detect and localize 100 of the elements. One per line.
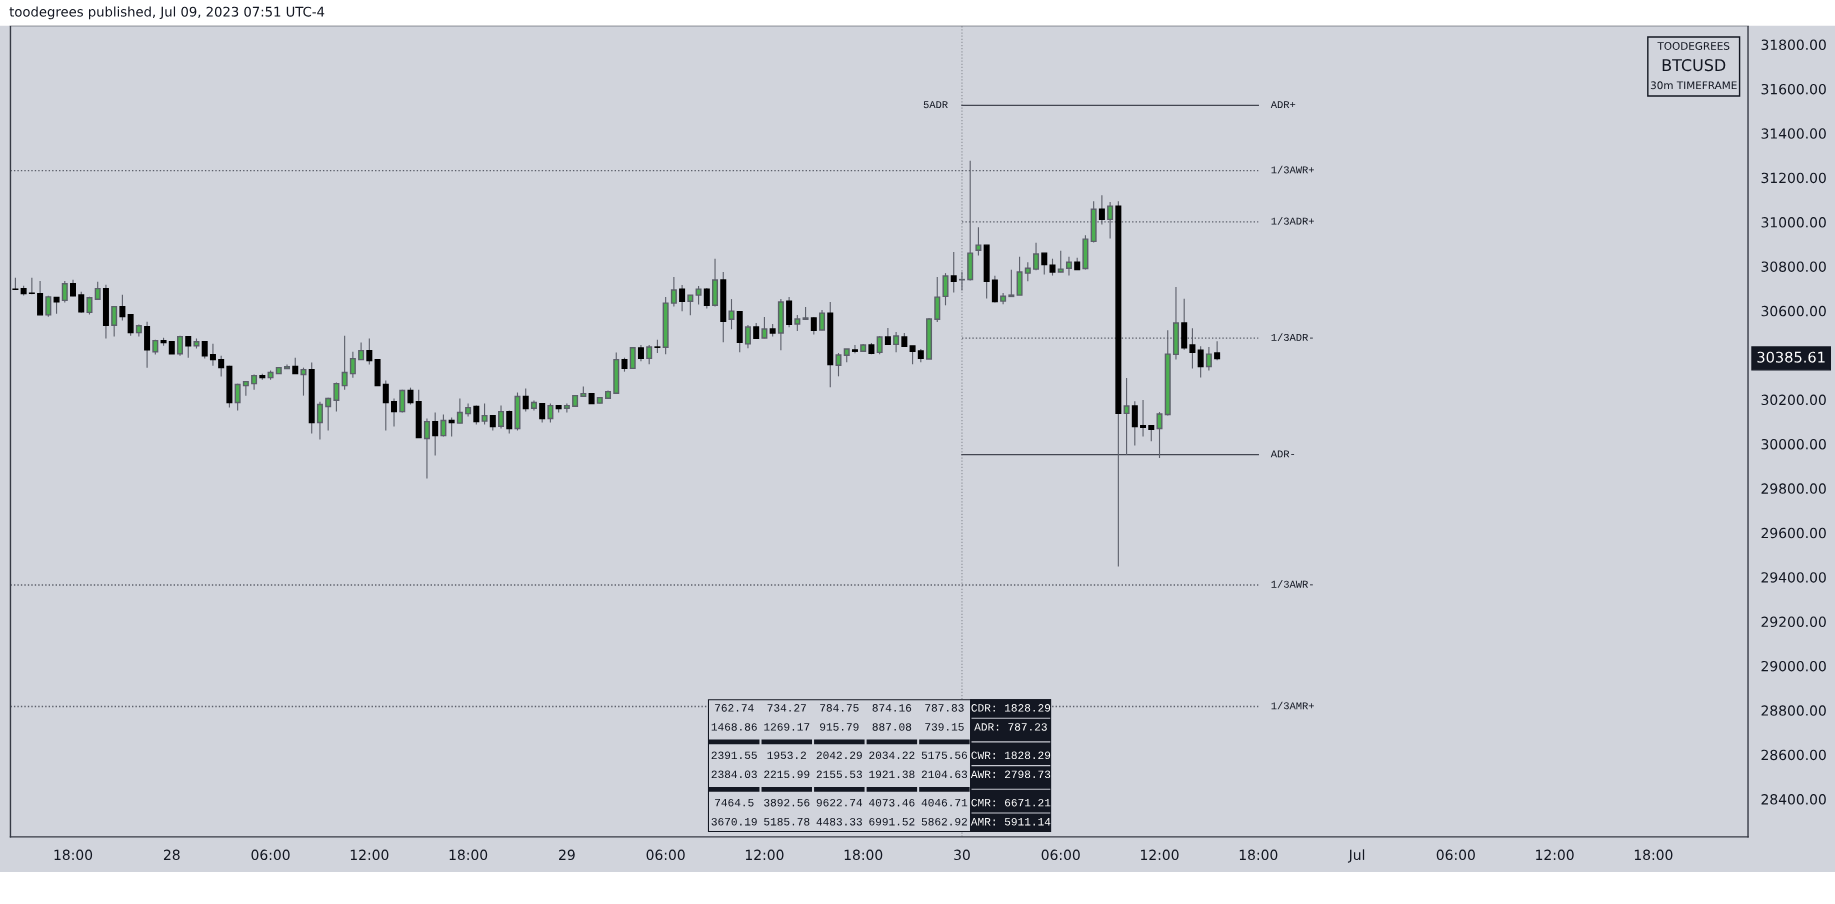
candlestick [728, 298, 735, 330]
candlestick [37, 280, 44, 316]
annotation: 887.08 [872, 723, 912, 731]
candlestick [144, 321, 151, 369]
annotation: 3670.19 [711, 817, 757, 826]
candlestick [991, 275, 998, 303]
annotation: BTCUSD [1662, 59, 1726, 72]
series-label: ADR- [1270, 450, 1295, 458]
x-tick-label: 06:00 [251, 849, 290, 861]
annotation: 739.15 [925, 723, 964, 731]
candlestick [629, 347, 636, 370]
candlestick [835, 352, 842, 377]
candlestick [522, 387, 529, 413]
candlestick [391, 397, 398, 428]
annotation: CWR: 1828.29 [971, 751, 1051, 760]
candlestick [819, 309, 826, 331]
candlestick [703, 287, 710, 309]
candlestick [909, 345, 916, 365]
x-tick-label: 30 [954, 849, 970, 861]
candlestick [1024, 261, 1031, 282]
candlestick [851, 344, 858, 354]
candlestick [432, 411, 439, 457]
candlestick [111, 305, 118, 337]
annotation: 5862.92 [921, 817, 967, 826]
candlestick [761, 316, 768, 339]
x-tick-label: 18:00 [1634, 849, 1673, 861]
x-tick-label: 06:00 [1436, 849, 1475, 861]
annotation: 874.16 [872, 704, 912, 712]
candlestick [366, 338, 373, 366]
annotation: 734.27 [767, 704, 806, 712]
x-tick-label: 12:00 [1141, 849, 1179, 861]
candlestick [234, 383, 241, 412]
y-tick-label: 28800.00 [1761, 705, 1826, 716]
candlestick [975, 226, 982, 257]
candlestick [333, 381, 340, 413]
y-tick-label: 31400.00 [1761, 128, 1826, 139]
candlestick [1041, 252, 1048, 276]
annotation: CMR: 6671.21 [971, 798, 1051, 807]
y-tick-label: 31000.00 [1761, 217, 1826, 228]
candlestick [744, 324, 751, 349]
candlestick [1016, 256, 1023, 296]
x-tick-label: 12:00 [745, 849, 784, 861]
candlestick [316, 401, 323, 441]
x-tick-label: 28 [163, 849, 180, 861]
annotation: 2155.53 [816, 770, 862, 779]
candlestick [349, 351, 356, 379]
annotation: 2384.03 [711, 770, 757, 779]
annotation: 1921.38 [869, 770, 915, 779]
annotation: 1468.86 [711, 723, 757, 731]
annotation: 4046.71 [921, 798, 968, 807]
candlestick [28, 277, 35, 295]
candlestick [127, 313, 134, 337]
annotation: 5175.56 [921, 751, 968, 760]
candlestick [670, 276, 677, 307]
y-tick-label: 29000.00 [1761, 660, 1826, 672]
annotation: AMR: 5911.14 [970, 817, 1051, 826]
x-tick-label: 06:00 [1041, 849, 1080, 861]
candlestick [934, 276, 941, 323]
candlestick [1214, 340, 1221, 361]
annotation: ADR: 787.23 [974, 723, 1047, 731]
y-tick-label: 29800.00 [1761, 483, 1826, 494]
y-tick-label: 28600.00 [1761, 749, 1826, 761]
candlestick [646, 344, 653, 365]
annotation: 5185.78 [764, 817, 810, 826]
y-tick-label: 30800.00 [1761, 261, 1826, 272]
candlestick [1057, 250, 1064, 273]
annotation: 784.75 [820, 704, 859, 712]
candlestick [1205, 346, 1212, 372]
candlestick [1065, 256, 1072, 277]
candlestick [242, 380, 249, 397]
y-tick-label: 31200.00 [1761, 172, 1826, 184]
annotation: 4483.33 [816, 817, 862, 826]
annotation: 1953.2 [767, 751, 806, 760]
series-label: 1/3AMR+ [1271, 701, 1314, 710]
annotation: 762.74 [715, 704, 754, 712]
x-tick-label: 12:00 [350, 849, 389, 861]
candlestick [423, 417, 430, 479]
candlestick [300, 367, 307, 397]
candlestick [341, 335, 348, 391]
y-tick-label: 28400.00 [1761, 794, 1826, 805]
candlestick [481, 403, 488, 426]
y-tick-label: 30000.00 [1761, 438, 1826, 450]
annotation: 915.79 [820, 723, 859, 731]
candlestick [893, 331, 900, 353]
y-tick-label: 29400.00 [1761, 572, 1826, 583]
y-tick-label: 31600.00 [1761, 83, 1826, 95]
annotation: 1269.17 [764, 723, 810, 731]
annotation: 9622.74 [816, 798, 863, 807]
candlestick [498, 405, 505, 430]
candlestick [786, 296, 793, 328]
annotation: AWR: 2798.73 [970, 770, 1051, 779]
annotation: 4073.46 [869, 798, 915, 807]
candlestick [950, 251, 957, 293]
candlestick [185, 335, 192, 359]
annotation: 2104.63 [921, 770, 968, 779]
annotation: TOODEGREES [1657, 42, 1730, 50]
x-tick-label: 18:00 [1239, 849, 1278, 861]
annotation: 6991.52 [869, 817, 915, 826]
x-tick-label: 18:00 [844, 849, 883, 861]
candlestick [209, 343, 216, 367]
